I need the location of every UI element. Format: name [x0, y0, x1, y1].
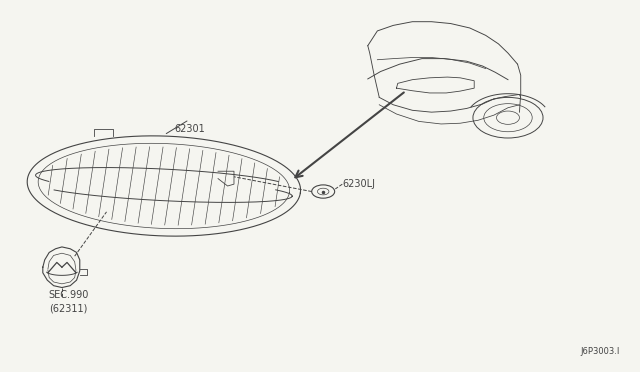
Text: SEC.990: SEC.990: [48, 291, 88, 301]
Text: 62301: 62301: [174, 124, 205, 134]
Text: J6P3003.I: J6P3003.I: [580, 347, 620, 356]
Text: 6230LJ: 6230LJ: [342, 179, 375, 189]
Text: (62311): (62311): [49, 304, 88, 313]
